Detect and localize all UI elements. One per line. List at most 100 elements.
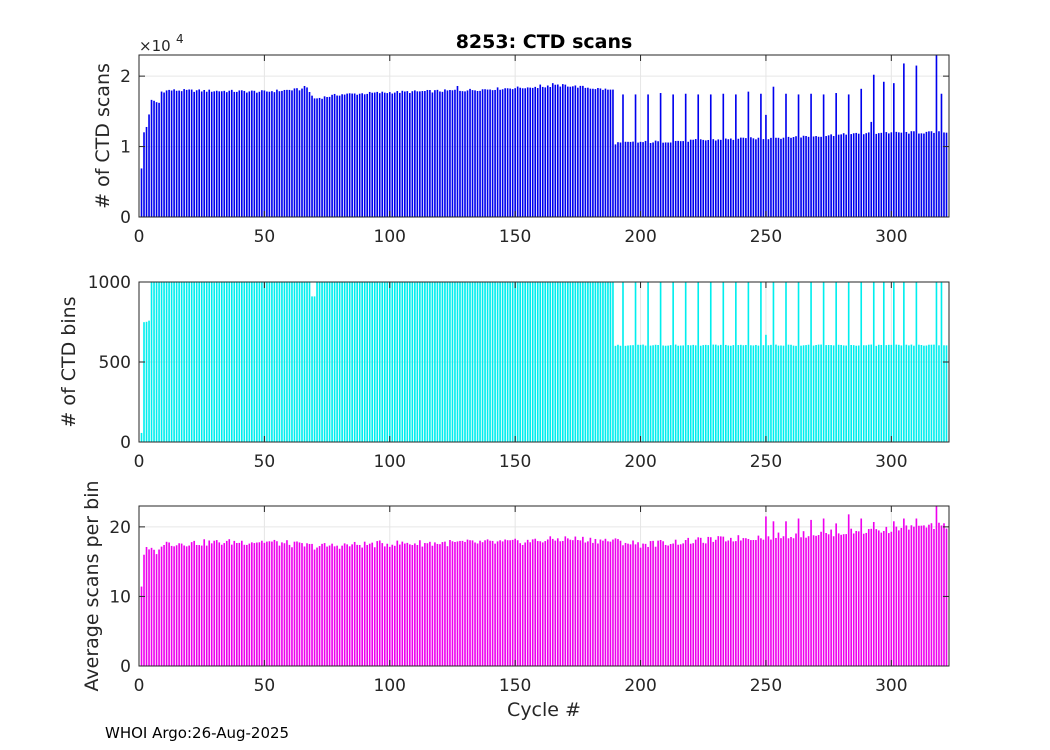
bar-cycle-172 [569,86,572,217]
bar-cycle-258 [785,521,787,666]
bar-cycle-207 [657,141,659,217]
bar-cycle-77 [331,282,333,442]
bar-cycle-315 [928,131,930,217]
bar-cycle-255 [777,532,780,666]
bar-cycle-117 [431,92,434,217]
bar-cycle-61 [291,547,293,666]
bar-cycle-52 [268,541,271,666]
bar-cycle-205 [652,540,654,666]
bar-cycle-38 [233,540,236,666]
bar-cycle-266 [805,345,807,442]
bar-cycle-157 [531,87,534,217]
bar-cycle-235 [727,345,730,442]
bar-cycle-112 [419,91,421,217]
bar-cycle-41 [241,282,243,442]
x-tick-label: 250 [750,676,782,696]
bar-cycle-130 [464,282,466,442]
bar-cycle-56 [278,91,281,217]
bar-cycle-75 [326,97,328,217]
bar-cycle-284 [850,528,853,666]
bar-cycle-49 [261,90,263,217]
bar-cycle-108 [409,282,411,442]
x-tick-label: 300 [875,452,907,472]
bar-cycle-232 [719,139,722,217]
x-tick-label: 150 [499,452,531,472]
bar-cycle-250 [765,114,767,217]
bar-cycle-194 [624,141,627,217]
bar-cycle-282 [845,134,847,217]
bar-cycle-238 [735,282,737,442]
bar-cycle-233 [722,536,725,666]
bar-cycle-270 [815,345,817,442]
bar-cycle-51 [266,91,268,217]
bar-cycle-162 [544,541,547,666]
bar-cycle-73 [321,543,323,666]
bar-cycle-89 [361,282,363,442]
bar-cycle-121 [441,542,444,666]
bar-cycle-121 [441,282,444,442]
bar-cycle-221 [692,344,695,442]
bar-cycle-144 [499,89,501,217]
bar-cycle-234 [725,138,727,217]
bar-cycle-168 [559,282,562,442]
bar-cycle-61 [291,282,293,442]
bar-cycle-24 [198,282,200,442]
bar-cycle-311 [918,525,920,666]
bar-cycle-117 [431,545,434,666]
bar-cycle-296 [880,132,883,217]
bar-cycle-210 [664,544,667,666]
x-axis-label: Cycle # [507,699,581,721]
bar-cycle-42 [243,544,246,666]
bar-cycle-268 [810,519,812,666]
bar-cycle-103 [396,91,399,217]
bar-cycle-241 [742,345,745,442]
bar-cycle-206 [654,140,657,217]
bar-cycle-160 [539,541,542,666]
bar-cycle-186 [604,88,607,217]
bar-cycle-186 [604,282,607,442]
bar-cycle-26 [203,282,206,442]
bar-cycle-314 [925,131,928,217]
bar-cycle-137 [481,282,484,442]
bar-cycle-93 [371,542,374,666]
bar-cycle-291 [867,344,870,442]
bar-cycle-164 [549,536,552,666]
bar-cycle-176 [579,540,582,666]
bar-cycle-279 [837,134,840,217]
bar-cycle-272 [820,531,822,666]
bar-cycle-180 [589,537,592,666]
bar-cycle-294 [875,529,878,666]
bar-cycle-130 [464,91,466,217]
y-tick-label: 20 [109,518,131,538]
bar-cycle-219 [687,141,690,217]
bar-cycle-283 [847,94,850,217]
bar-cycle-1 [140,168,143,217]
bar-cycle-15 [175,282,178,442]
bar-cycle-283 [847,514,850,666]
bar-cycle-66 [303,546,306,666]
bar-cycle-172 [569,539,572,666]
bar-cycle-189 [612,539,614,666]
bar-cycle-315 [928,344,930,442]
bar-cycle-181 [592,88,594,217]
bar-cycle-58 [283,282,286,442]
bar-cycle-94 [373,282,376,442]
bar-cycle-139 [486,282,489,442]
bar-cycle-89 [361,93,363,217]
bar-cycle-9 [160,546,163,666]
bar-cycle-229 [712,541,715,666]
bar-cycle-133 [471,90,474,217]
bar-cycle-145 [501,89,504,217]
bar-cycle-79 [336,95,338,217]
bar-cycle-131 [466,539,469,666]
bar-cycle-176 [579,282,582,442]
bar-cycle-40 [238,542,241,666]
bar-cycle-35 [225,92,228,217]
bar-cycle-188 [609,89,612,217]
bar-cycle-303 [898,132,900,217]
bar-cycle-7 [155,282,158,442]
bar-cycle-244 [750,540,752,666]
bar-cycle-135 [476,91,479,217]
bar-cycle-316 [930,523,933,666]
bar-cycle-172 [569,282,572,442]
